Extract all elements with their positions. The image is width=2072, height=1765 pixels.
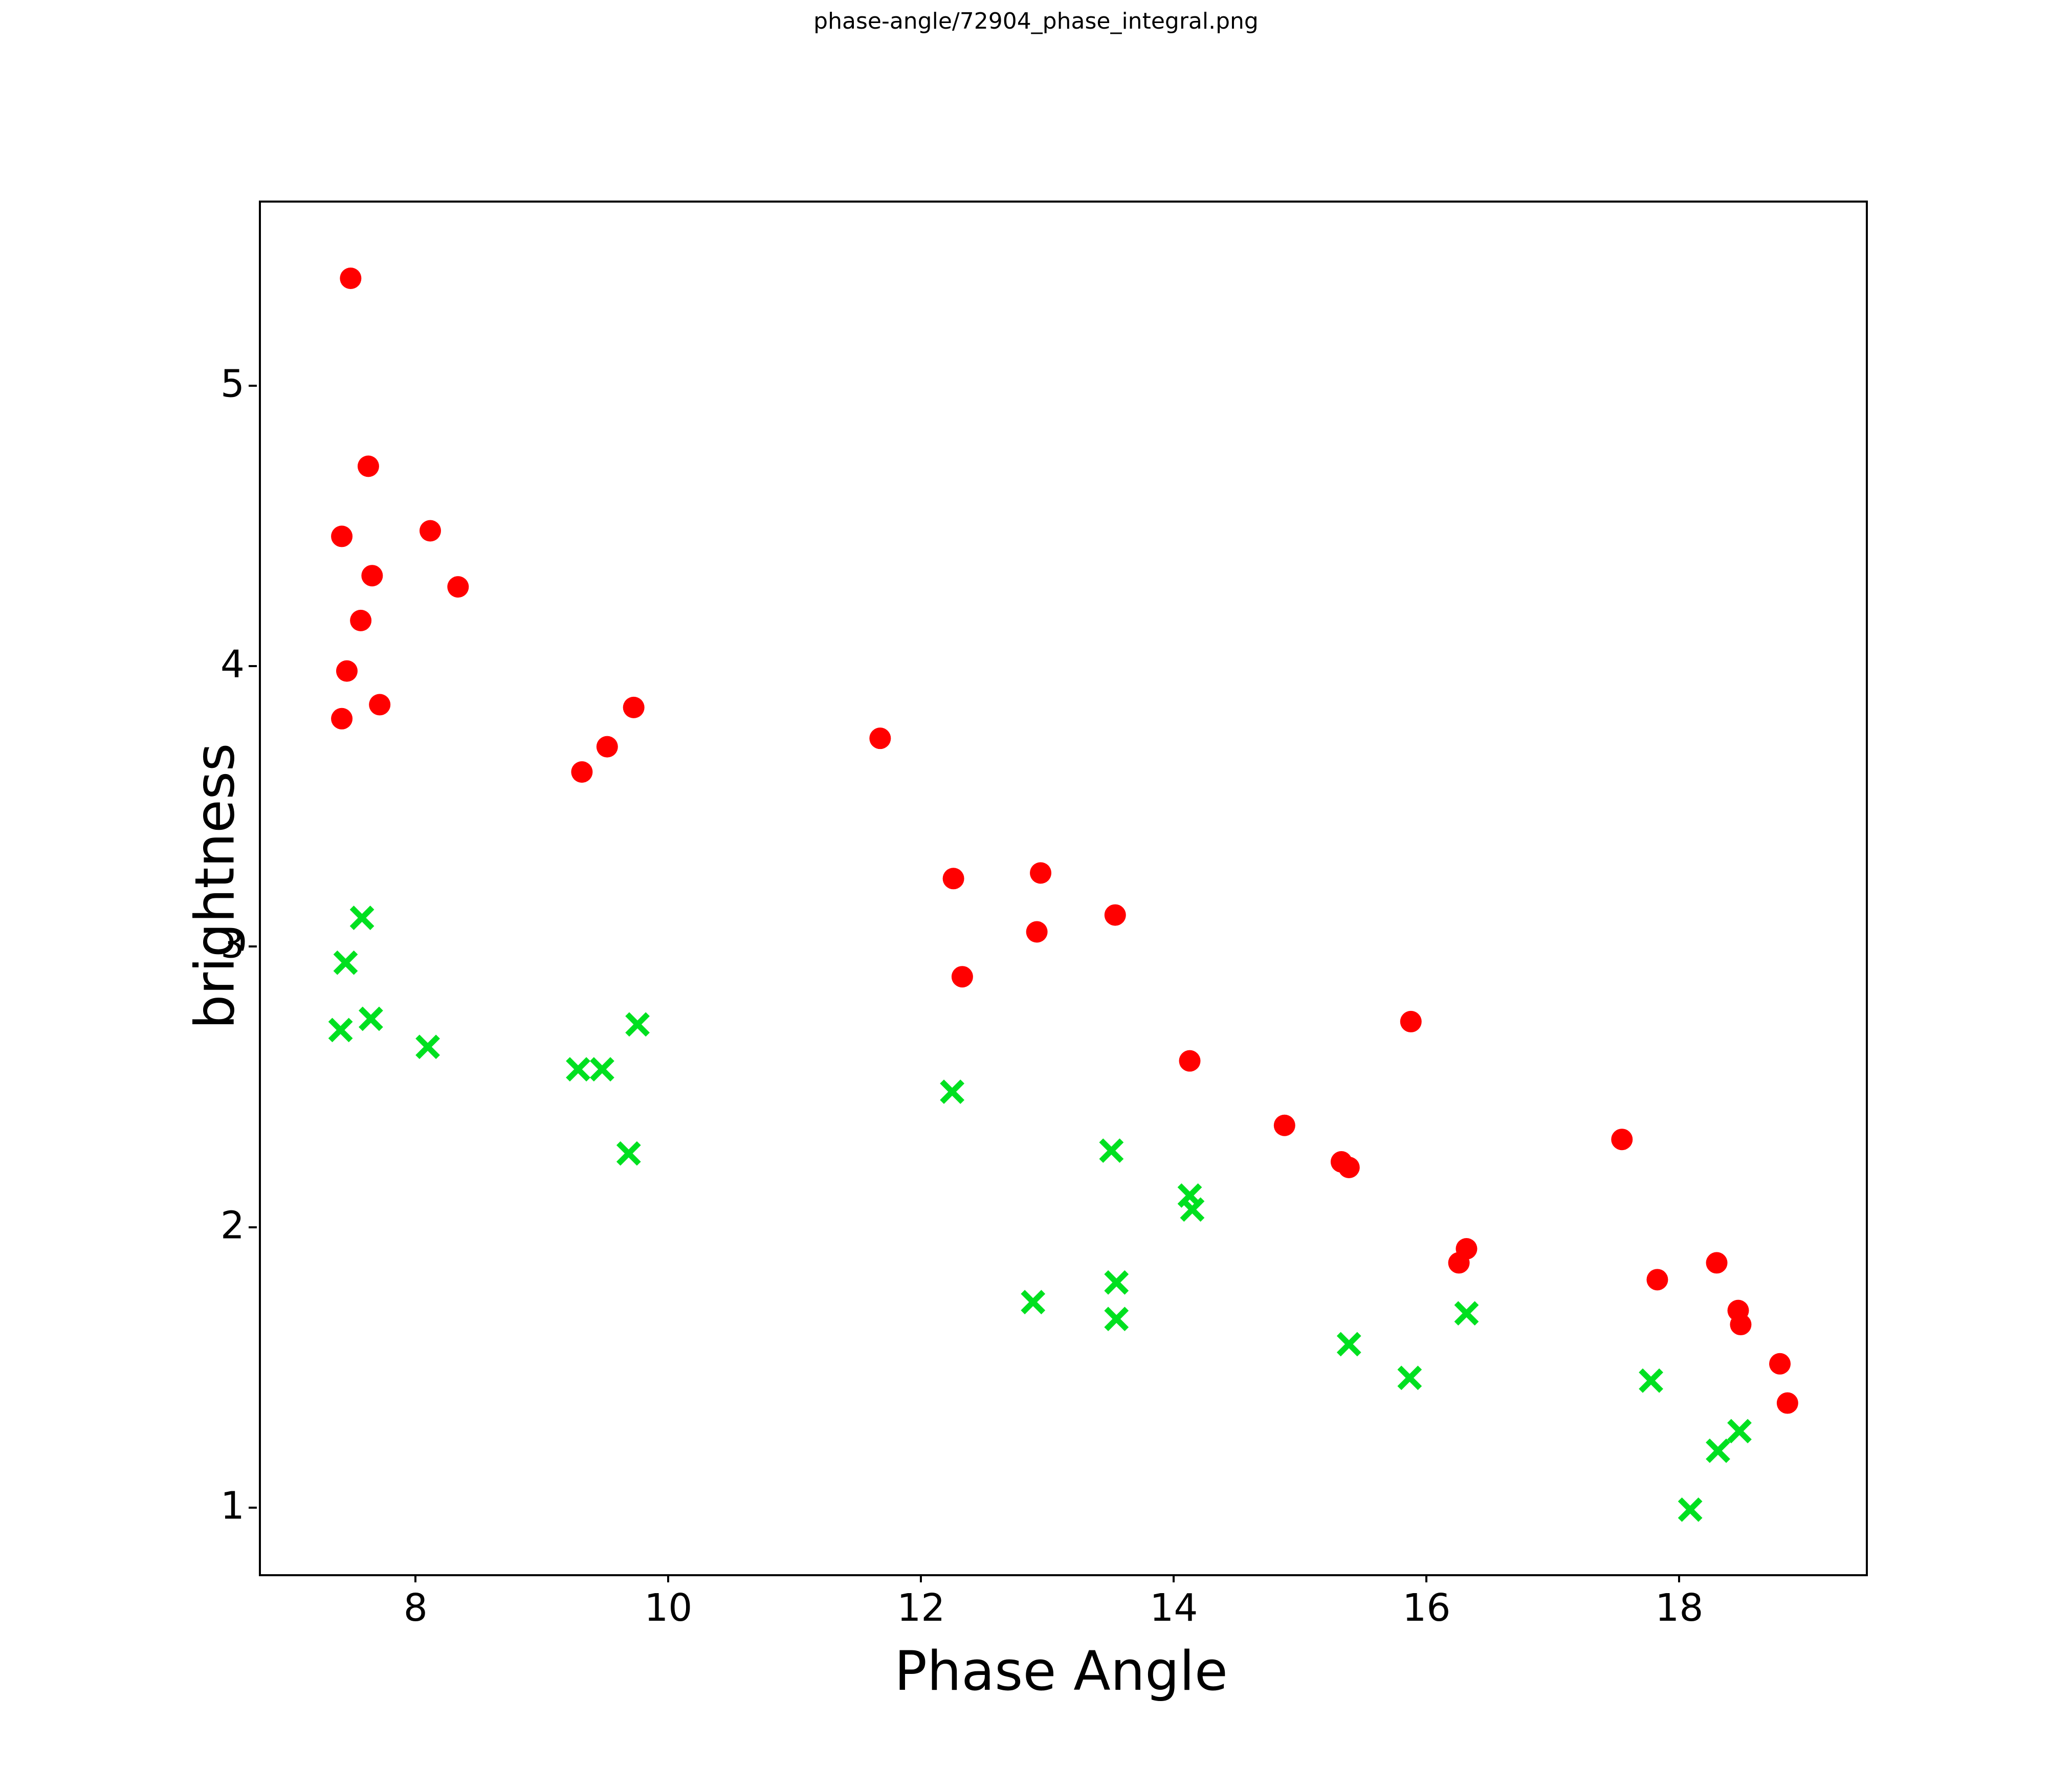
data-point-red-circle [1030,862,1052,884]
x-tick-mark [1425,1574,1428,1582]
data-point-green-x [625,1012,650,1037]
y-tick-mark [249,665,257,668]
data-point-red-circle [419,520,441,542]
y-tick-mark [249,384,257,387]
data-point-green-x [616,1141,641,1166]
chart-title: phase-angle/72904_phase_integral.png [813,8,1259,34]
data-point-red-circle [350,609,372,631]
data-point-green-x [1706,1438,1730,1463]
data-point-red-circle [571,761,593,783]
data-point-green-x [590,1057,614,1082]
data-point-green-x [1727,1419,1752,1444]
y-tick-label: 3 [220,922,245,967]
data-point-red-circle [357,455,379,477]
data-point-green-x [359,1006,383,1031]
y-axis-label: brightness [183,743,247,1029]
data-point-green-x [1336,1332,1361,1357]
plot-markers [328,268,1798,1522]
data-point-red-circle [361,565,383,587]
x-tick-mark [920,1574,922,1582]
x-tick-mark [1173,1574,1175,1582]
data-point-green-x [415,1034,440,1060]
x-tick-label: 18 [1655,1586,1704,1630]
data-point-red-circle [336,660,358,682]
data-point-green-x [349,906,374,930]
data-point-green-x [1397,1365,1422,1391]
data-point-green-x [1104,1270,1129,1295]
data-point-green-x [1678,1497,1703,1522]
data-point-red-circle [951,966,973,988]
x-axis-label: Phase Angle [894,1640,1228,1703]
data-point-red-circle [1769,1353,1791,1375]
data-point-red-circle [1104,904,1126,926]
x-tick-label: 12 [897,1586,945,1630]
data-point-red-circle [596,736,618,758]
data-point-green-x [1180,1197,1205,1222]
data-point-green-x [1639,1368,1663,1393]
x-tick-label: 8 [403,1586,428,1630]
data-point-red-circle [1273,1114,1295,1136]
y-tick-label: 2 [220,1203,245,1248]
data-point-red-circle [1730,1314,1752,1336]
data-point-red-circle [1338,1157,1360,1179]
y-tick-label: 4 [220,642,245,687]
data-point-green-x [328,1018,353,1043]
plot-area [259,201,1868,1576]
data-point-red-circle [1400,1010,1422,1032]
y-tick-label: 1 [220,1484,245,1528]
data-point-red-circle [331,708,353,730]
x-tick-mark [1678,1574,1681,1582]
data-point-green-x [1104,1307,1129,1331]
data-point-green-x [1021,1290,1046,1315]
y-tick-mark [249,1226,257,1228]
data-point-red-circle [1776,1392,1798,1414]
x-tick-label: 10 [644,1586,693,1630]
data-point-green-x [1454,1301,1479,1326]
y-tick-mark [249,945,257,948]
x-tick-mark [414,1574,417,1582]
data-point-green-x [333,950,358,975]
data-point-red-circle [340,268,362,290]
data-point-green-x [566,1057,590,1082]
data-point-red-circle [1611,1129,1633,1151]
y-tick-label: 5 [220,362,245,406]
data-point-red-circle [942,868,964,890]
data-point-red-circle [369,694,391,716]
data-point-red-circle [1646,1269,1668,1291]
x-tick-mark [667,1574,670,1582]
data-point-red-circle [623,696,645,718]
x-tick-label: 16 [1402,1586,1451,1630]
data-point-red-circle [869,727,891,749]
data-point-red-circle [447,576,469,598]
data-point-red-circle [1026,921,1048,943]
x-tick-label: 14 [1150,1586,1198,1630]
data-point-red-circle [331,525,353,547]
data-point-red-circle [1706,1252,1728,1274]
y-tick-mark [249,1506,257,1509]
data-point-green-x [940,1079,965,1104]
data-point-red-circle [1448,1252,1470,1274]
data-point-red-circle [1179,1050,1201,1072]
data-point-green-x [1099,1138,1124,1163]
